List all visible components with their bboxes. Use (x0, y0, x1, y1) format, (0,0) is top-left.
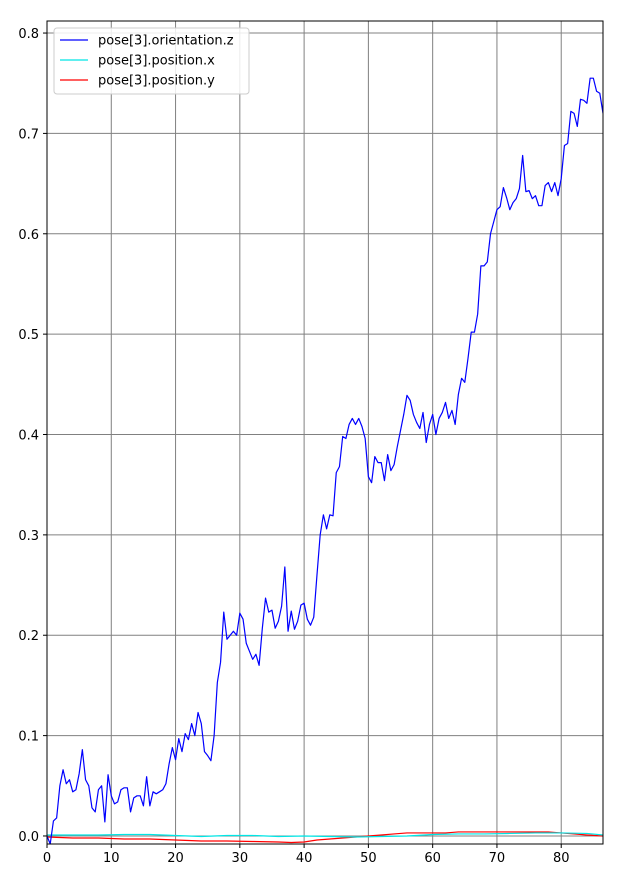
y-tick-label: 0.3 (18, 529, 39, 544)
x-tick-label: 80 (553, 851, 570, 866)
y-tick-label: 0.5 (18, 328, 39, 343)
y-tick-label: 0.7 (18, 127, 39, 142)
legend-label: pose[3].position.y (98, 74, 215, 89)
x-tick-label: 60 (424, 851, 441, 866)
x-tick-label: 40 (296, 851, 313, 866)
y-tick-label: 0.1 (18, 730, 39, 745)
legend: pose[3].orientation.z pose[3].position.x p… (54, 28, 249, 94)
x-tick-label: 50 (360, 851, 377, 866)
x-tick-label: 70 (489, 851, 506, 866)
y-tick-label: 0.4 (18, 429, 39, 444)
y-tick-label: 0.0 (18, 830, 39, 845)
y-tick-label: 0.6 (18, 228, 39, 243)
x-tick-label: 10 (103, 851, 120, 866)
x-tick-label: 0 (43, 851, 51, 866)
y-tick-label: 0.2 (18, 629, 39, 644)
x-tick-label: 30 (232, 851, 249, 866)
y-tick-label: 0.8 (18, 27, 39, 42)
legend-label: pose[3].orientation.z (98, 34, 234, 49)
legend-label: pose[3].position.x (98, 54, 215, 69)
x-tick-label: 20 (167, 851, 184, 866)
